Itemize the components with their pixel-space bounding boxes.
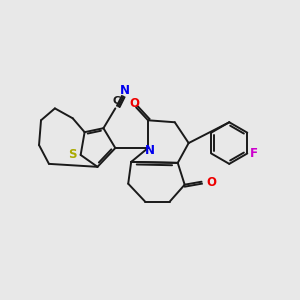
Text: C: C [112, 96, 120, 106]
Text: F: F [250, 147, 258, 160]
Text: O: O [206, 176, 217, 189]
Text: N: N [145, 143, 155, 157]
Text: S: S [68, 148, 77, 161]
Text: O: O [129, 97, 139, 110]
Text: N: N [120, 83, 130, 97]
